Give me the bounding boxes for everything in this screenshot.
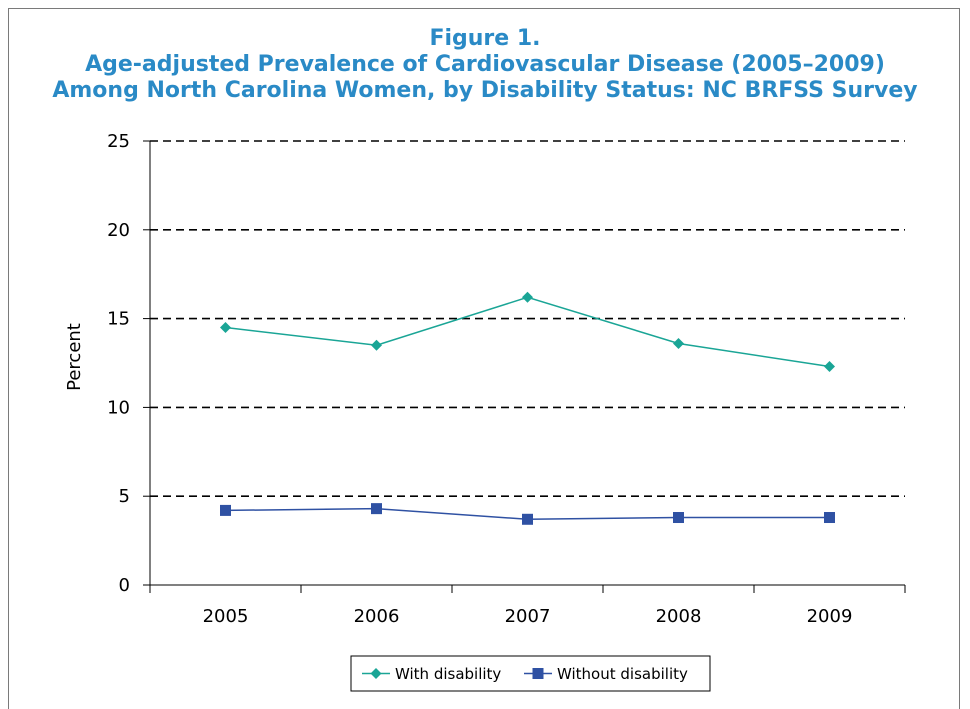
series-line-0 [225,296,830,368]
y-tick-labels: 0 5 10 15 20 25 [107,131,130,596]
y-tick-label-0: 0 [119,575,130,596]
x-tick-label-2009: 2009 [807,606,853,627]
data-point-0-2009 [824,361,835,373]
x-tick-label-2008: 2008 [656,606,702,627]
legend: With disability Without disability [350,655,711,692]
x-tick-label-2005: 2005 [203,606,249,627]
data-point-1-2006 [371,503,382,515]
data-point-1-2009 [824,512,835,524]
data-point-0-2006 [371,339,382,351]
data-point-0-2008 [673,337,684,349]
y-tick-label-5: 5 [119,486,130,507]
data-point-1-2005 [220,504,231,516]
chart-title-line-2: Age-adjusted Prevalence of Cardiovascula… [85,52,885,77]
chart-title-line-3: Among North Carolina Women, by Disabilit… [52,78,918,103]
gridlines [143,140,905,586]
x-tick-label-2006: 2006 [354,606,400,627]
y-axis-title: Percent [64,323,85,391]
y-tick-label-25: 25 [107,131,130,152]
data-point-0-2007 [522,291,533,303]
legend-label-1: Without disability [557,665,688,683]
legend-label-0: With disability [395,665,501,683]
data-point-1-2008 [673,512,684,524]
series-group [220,291,835,525]
chart-frame [8,8,960,709]
data-point-1-2007 [522,513,533,525]
series-1 [220,503,835,525]
data-point-0-2005 [220,321,231,333]
series-0 [220,291,835,373]
y-tick-label-20: 20 [107,220,130,241]
y-tick-label-15: 15 [107,309,130,330]
legend-marker-1 [532,668,544,679]
x-tick-labels: 2005 2006 2007 2008 2009 [203,606,853,627]
chart-title-line-1: Figure 1. [429,26,541,51]
x-tick-label-2007: 2007 [505,606,551,627]
axes [149,141,906,593]
chart-title: Figure 1. Age-adjusted Prevalence of Car… [0,26,970,104]
y-tick-label-10: 10 [107,397,130,418]
legend-marker-0 [370,668,382,679]
